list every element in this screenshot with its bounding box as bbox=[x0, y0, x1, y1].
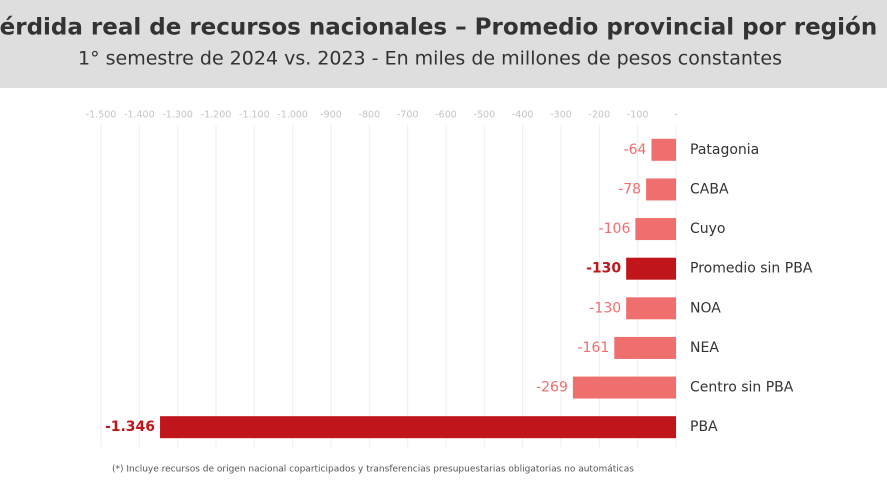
x-tick-label: -100 bbox=[627, 110, 649, 121]
x-tick-label: -1.100 bbox=[239, 110, 270, 121]
value-label: -64 bbox=[624, 142, 647, 158]
bar bbox=[160, 416, 677, 439]
value-label: -78 bbox=[618, 181, 641, 197]
category-label: PBA bbox=[690, 419, 718, 435]
bar bbox=[635, 218, 676, 241]
bar bbox=[572, 376, 676, 399]
chart-subtitle: 1° semestre de 2024 vs. 2023 - En miles … bbox=[78, 48, 782, 70]
value-label: -1.346 bbox=[105, 419, 155, 435]
category-label: Cuyo bbox=[690, 221, 726, 237]
category-label: NOA bbox=[690, 300, 721, 316]
bar bbox=[651, 138, 676, 161]
x-tick-label: -200 bbox=[589, 110, 611, 121]
chart-title: Pérdida real de recursos nacionales – Pr… bbox=[0, 15, 877, 41]
x-tick-label: -600 bbox=[435, 110, 457, 121]
x-tick-label: -1.200 bbox=[201, 110, 232, 121]
category-label: Centro sin PBA bbox=[690, 380, 794, 396]
footnote: (*) Incluye recursos de origen nacional … bbox=[112, 465, 634, 475]
category-label: NEA bbox=[690, 340, 719, 356]
bar bbox=[626, 257, 676, 280]
value-label: -130 bbox=[589, 300, 621, 316]
value-label: -269 bbox=[536, 380, 568, 396]
header-band bbox=[0, 0, 887, 88]
x-tick-label: -500 bbox=[474, 110, 496, 121]
x-tick-label: -1.400 bbox=[124, 110, 155, 121]
bar bbox=[646, 178, 676, 201]
value-label: -106 bbox=[599, 221, 631, 237]
x-tick-label: -800 bbox=[359, 110, 381, 121]
category-label: Promedio sin PBA bbox=[690, 261, 813, 277]
bar bbox=[626, 297, 676, 320]
value-label: -130 bbox=[586, 261, 621, 277]
category-label: CABA bbox=[690, 181, 729, 197]
category-label: Patagonia bbox=[690, 142, 759, 158]
x-tick-label: -1.300 bbox=[162, 110, 193, 121]
value-label: -161 bbox=[578, 340, 610, 356]
x-tick-label: -300 bbox=[550, 110, 572, 121]
bar bbox=[614, 336, 676, 359]
x-tick-label: -1.000 bbox=[277, 110, 308, 121]
x-tick-label: -700 bbox=[397, 110, 419, 121]
x-tick-label: -400 bbox=[512, 110, 534, 121]
x-tick-label: - bbox=[674, 110, 677, 121]
x-tick-label: -1.500 bbox=[86, 110, 117, 121]
x-tick-label: -900 bbox=[320, 110, 342, 121]
